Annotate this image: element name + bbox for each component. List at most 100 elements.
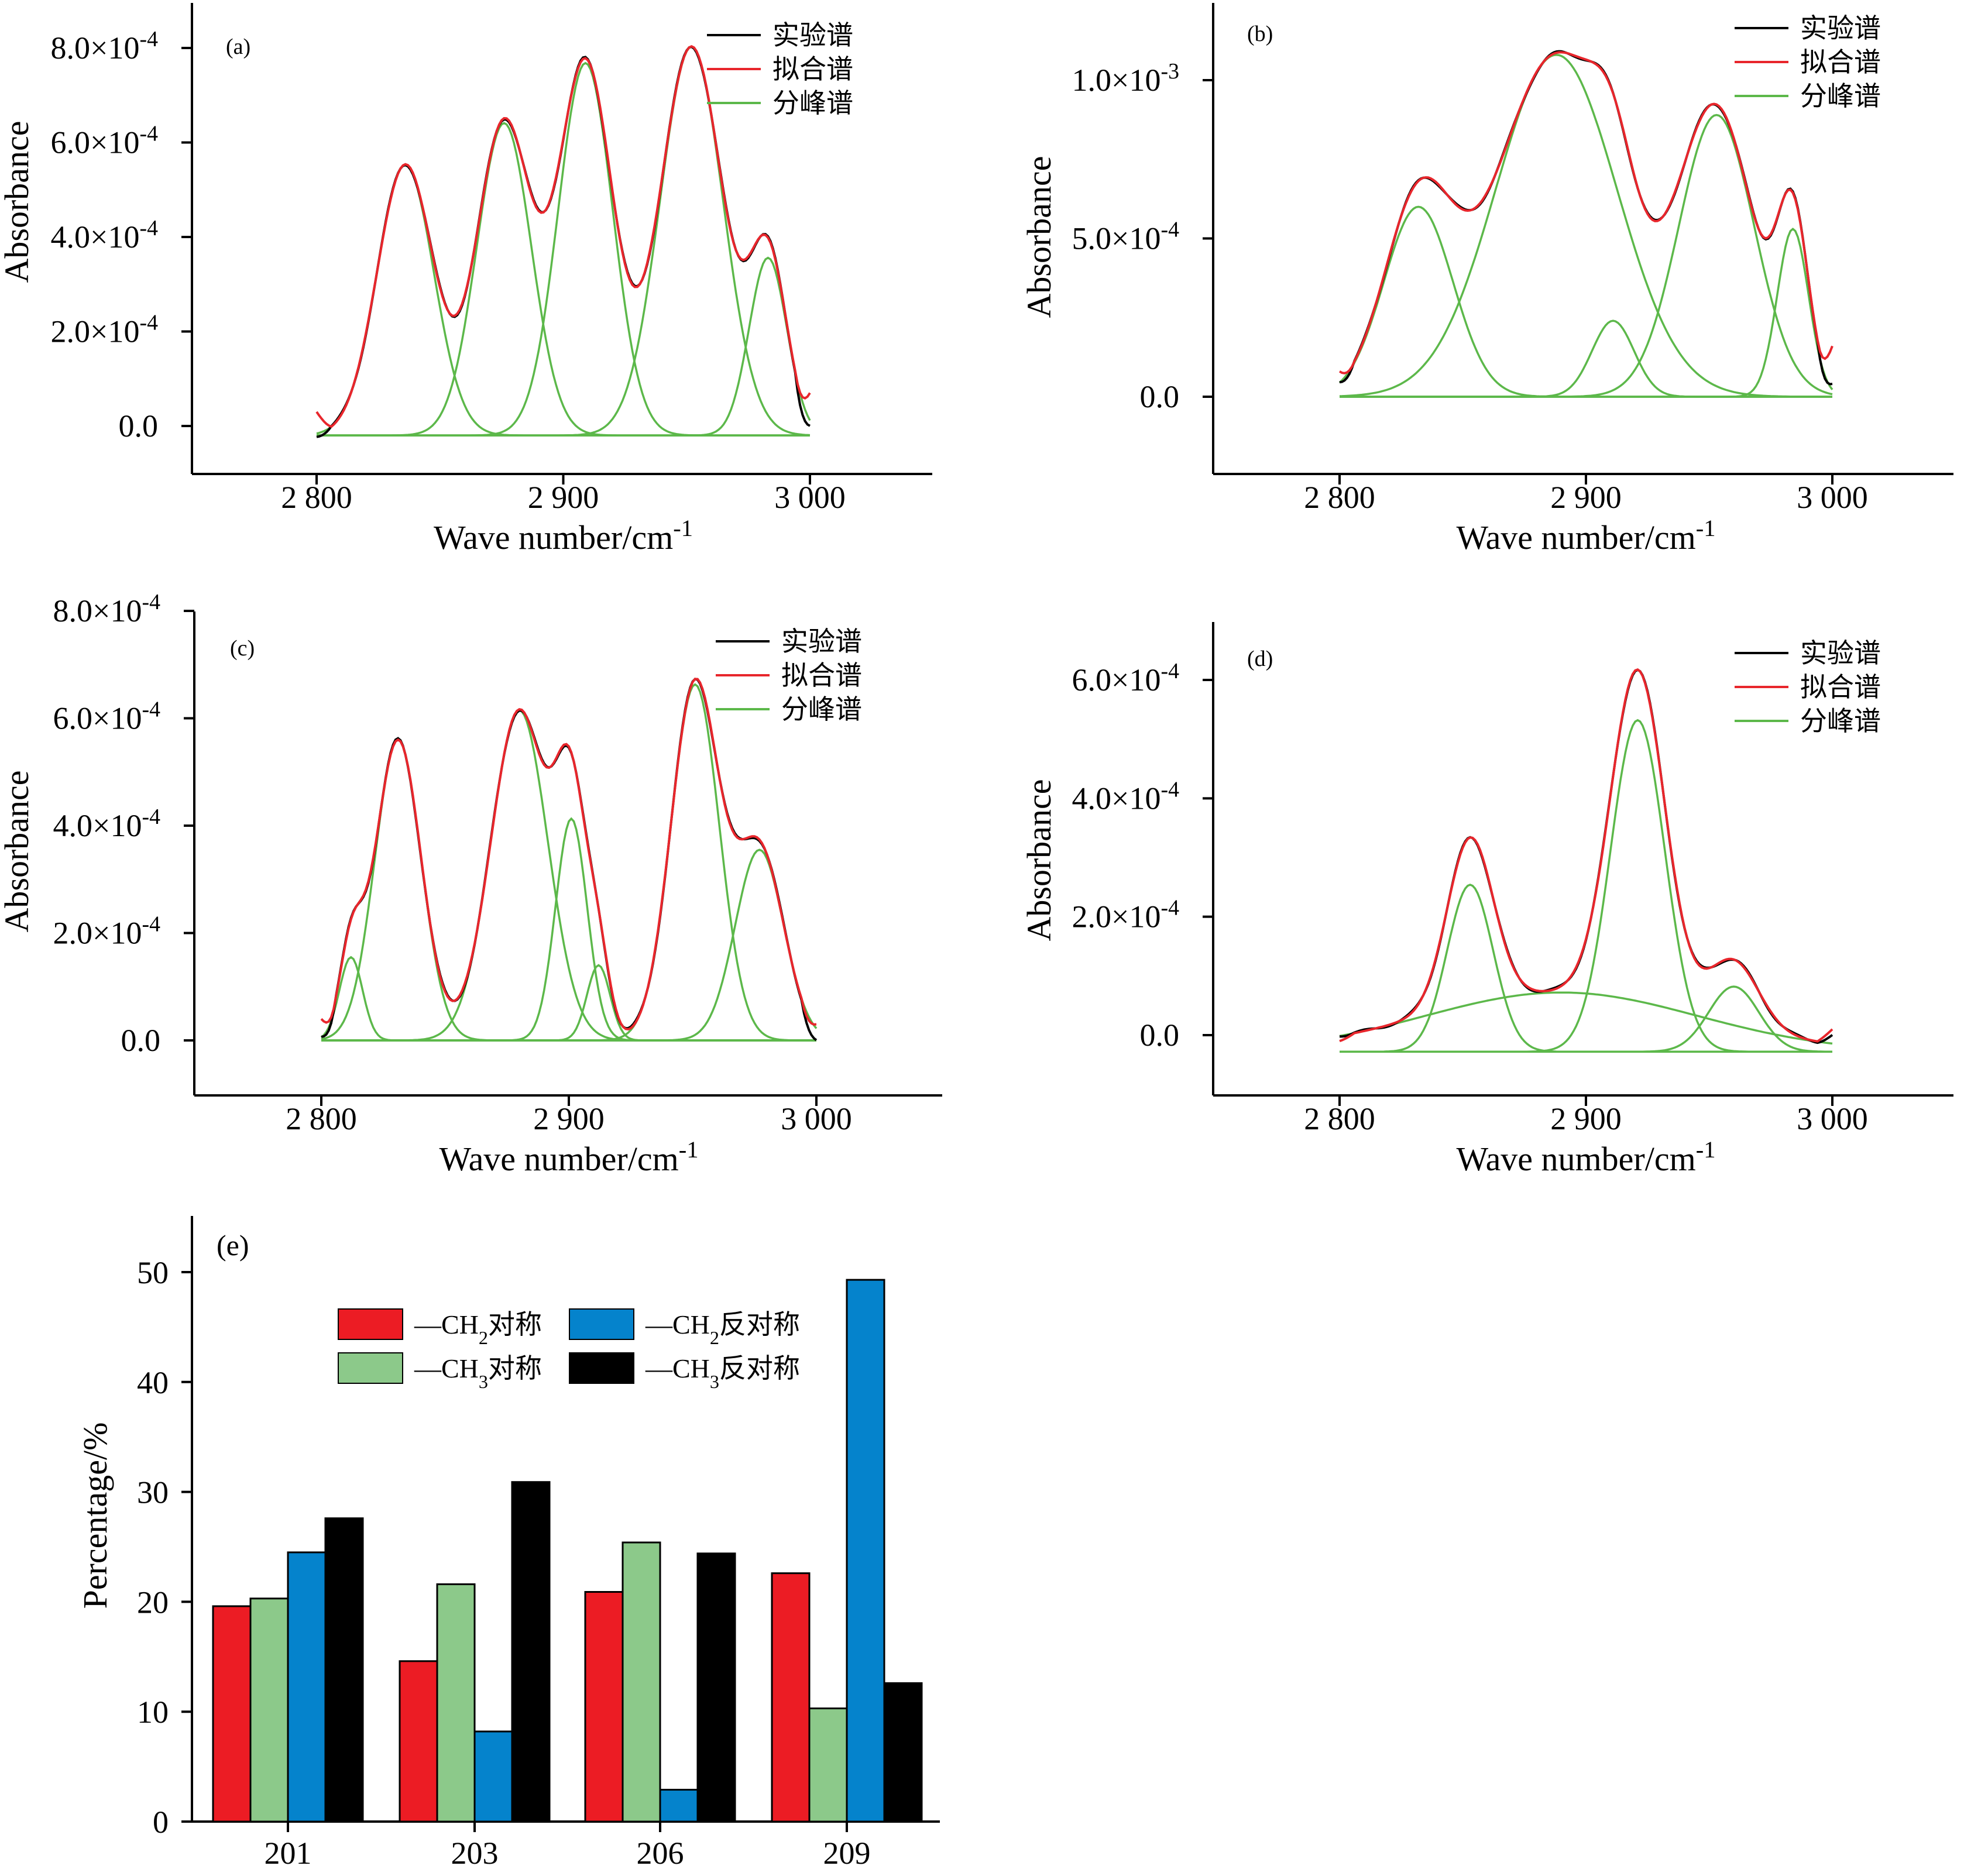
peak-curve bbox=[1339, 991, 1833, 1045]
bar bbox=[771, 1572, 811, 1823]
x-tick-label: 2 900 bbox=[1550, 480, 1622, 515]
bar bbox=[846, 1279, 885, 1823]
peak-curve bbox=[1340, 114, 1833, 398]
y-tick-label: 8.0×10-4 bbox=[53, 590, 161, 628]
fitted-curve bbox=[320, 678, 817, 1031]
panel-label: (e) bbox=[217, 1229, 249, 1262]
x-tick-label: 2 800 bbox=[281, 480, 352, 515]
x-tick-label: 3 000 bbox=[781, 1101, 852, 1136]
peak-curve bbox=[317, 256, 811, 437]
panel-label: (d) bbox=[1247, 647, 1273, 671]
y-tick-label: 0 bbox=[153, 1805, 169, 1840]
legend-label: 分峰谱 bbox=[772, 88, 853, 118]
legend-label: 拟合谱 bbox=[1800, 672, 1881, 702]
x-tick-label: 2 900 bbox=[533, 1101, 605, 1136]
x-tick-label: 2 900 bbox=[528, 480, 599, 515]
y-tick-label: 2.0×10-4 bbox=[51, 311, 159, 349]
panel-e: 0 10 20 30 40 50 Percentage/% (e) 201 203 206 209 —C… bbox=[76, 1216, 940, 1871]
legend-label: —CH2反对称 bbox=[645, 1310, 800, 1348]
legend-swatch bbox=[569, 1308, 634, 1340]
peak-curve bbox=[317, 45, 811, 437]
peak-curve bbox=[321, 817, 816, 1042]
legend-swatch bbox=[569, 1352, 634, 1384]
x-axis-title: Wave number/cm-1 bbox=[1456, 1136, 1715, 1178]
y-tick-label: 0.0 bbox=[121, 1023, 161, 1058]
x-axis-title: Wave number/cm-1 bbox=[1456, 515, 1715, 557]
x-tick-label: 201 bbox=[265, 1836, 312, 1871]
x-tick-label: 203 bbox=[451, 1836, 499, 1871]
legend-label: —CH3反对称 bbox=[645, 1353, 800, 1392]
legend-label: 分峰谱 bbox=[1800, 81, 1881, 111]
x-tick-label: 3 000 bbox=[774, 480, 846, 515]
panel-label: (b) bbox=[1247, 22, 1273, 46]
peak-curve bbox=[1338, 205, 1832, 398]
peak-curve bbox=[321, 964, 816, 1042]
bar bbox=[622, 1541, 661, 1823]
legend-label: 实验谱 bbox=[781, 627, 862, 657]
bar bbox=[399, 1660, 438, 1823]
bar bbox=[436, 1583, 476, 1823]
x-axis-title: Wave number/cm-1 bbox=[434, 515, 693, 557]
y-axis-title: Percentage/% bbox=[76, 1423, 114, 1609]
bar bbox=[883, 1682, 923, 1823]
fitted-curve bbox=[1339, 668, 1833, 1043]
y-tick-label: 5.0×10-4 bbox=[1072, 218, 1180, 256]
y-axis-title: Absorbance bbox=[1020, 156, 1058, 318]
bar bbox=[511, 1481, 551, 1823]
y-tick-label: 4.0×10-4 bbox=[51, 216, 159, 255]
y-tick-label: 2.0×10-4 bbox=[53, 912, 161, 951]
peak-curve bbox=[1339, 53, 1832, 398]
y-tick-label: 8.0×10-4 bbox=[51, 27, 159, 66]
legend-label: 拟合谱 bbox=[781, 661, 862, 690]
y-tick-label: 50 bbox=[137, 1255, 169, 1290]
peak-curve bbox=[321, 848, 818, 1042]
x-tick-label: 3 000 bbox=[1797, 480, 1868, 515]
x-tick-label: 2 800 bbox=[1304, 480, 1375, 515]
y-tick-label: 4.0×10-4 bbox=[53, 805, 161, 843]
legend-label: —CH3对称 bbox=[414, 1353, 542, 1392]
x-tick-label: 3 000 bbox=[1797, 1101, 1868, 1136]
y-tick-label: 0.0 bbox=[1140, 379, 1180, 414]
experimental-curve bbox=[1339, 50, 1833, 386]
panel-label: (c) bbox=[230, 636, 255, 661]
bar bbox=[324, 1517, 364, 1823]
bar bbox=[584, 1590, 624, 1823]
bar bbox=[287, 1551, 327, 1823]
legend-label: 实验谱 bbox=[1800, 638, 1881, 668]
y-axis-title: Absorbance bbox=[1020, 779, 1058, 941]
peak-curve bbox=[1340, 719, 1832, 1053]
x-tick-label: 206 bbox=[637, 1836, 684, 1871]
y-tick-label: 0.0 bbox=[1140, 1018, 1180, 1053]
legend-label: 实验谱 bbox=[772, 20, 853, 50]
peak-curve bbox=[1340, 228, 1833, 398]
y-tick-label: 6.0×10-4 bbox=[1072, 659, 1180, 698]
x-tick-label: 209 bbox=[823, 1836, 871, 1871]
legend-label: —CH2对称 bbox=[414, 1310, 542, 1348]
x-tick-label: 2 900 bbox=[1550, 1101, 1622, 1136]
legend-label: 拟合谱 bbox=[772, 54, 853, 84]
y-tick-label: 0.0 bbox=[119, 408, 159, 444]
x-tick-label: 2 800 bbox=[286, 1101, 357, 1136]
experimental-curve bbox=[316, 45, 811, 438]
y-axis-title: Absorbance bbox=[0, 770, 36, 932]
x-axis-title: Wave number/cm-1 bbox=[439, 1136, 698, 1178]
legend-label: 拟合谱 bbox=[1800, 47, 1881, 77]
legend-label: 实验谱 bbox=[1800, 13, 1881, 43]
panel-c: 0.0 2.0×10-4 4.0×10-4 6.0×10-4 8.0×10-4 2 800… bbox=[0, 590, 942, 1178]
panel-b: 0.0 5.0×10-4 1.0×10-3 2 800 2 900 3 000 Wave n… bbox=[1020, 3, 1953, 556]
bar bbox=[808, 1707, 848, 1823]
legend-label: 分峰谱 bbox=[781, 695, 862, 724]
bar bbox=[249, 1597, 289, 1823]
y-tick-label: 30 bbox=[137, 1475, 169, 1510]
legend-swatch bbox=[338, 1308, 403, 1340]
y-axis-title: Absorbance bbox=[0, 121, 36, 283]
experimental-curve bbox=[1340, 668, 1833, 1044]
fitted-curve bbox=[1339, 51, 1833, 374]
y-tick-label: 2.0×10-4 bbox=[1072, 896, 1180, 934]
bar bbox=[696, 1552, 736, 1823]
panel-a: 0.0 2.0×10-4 4.0×10-4 6.0×10-4 8.0×10-4 2 800… bbox=[0, 3, 932, 556]
peak-curve bbox=[1340, 884, 1832, 1053]
y-tick-label: 40 bbox=[137, 1365, 169, 1400]
peak-curve bbox=[321, 683, 816, 1042]
x-tick-label: 2 800 bbox=[1304, 1101, 1375, 1136]
